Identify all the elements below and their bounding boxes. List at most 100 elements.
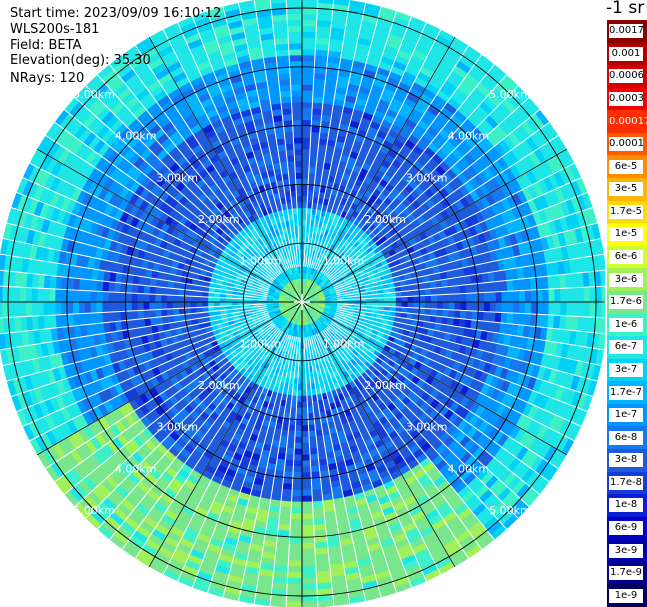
range-gate-cell — [1, 286, 9, 303]
range-gate-cell — [290, 507, 303, 514]
range-gate-cell — [500, 280, 508, 292]
range-gate-cell — [113, 301, 121, 313]
range-gate-cell — [301, 154, 310, 162]
range-gate-cell — [78, 290, 85, 303]
range-gate-cell — [301, 201, 308, 209]
range-gate-cell — [301, 131, 312, 138]
range-gate-cell — [143, 285, 151, 295]
range-gate-cell — [288, 424, 296, 432]
range-gate-cell — [519, 290, 526, 303]
range-gate-cell — [278, 518, 291, 526]
range-gate-cell — [430, 301, 438, 310]
range-gate-cell — [107, 301, 115, 313]
range-gate-cell — [301, 395, 308, 403]
range-gate-cell — [288, 548, 303, 556]
range-gate-cell — [31, 301, 38, 317]
range-gate-cell — [281, 488, 293, 496]
range-gate-cell — [301, 37, 317, 44]
range-gate-cell — [301, 454, 311, 461]
range-gate-cell — [312, 512, 325, 520]
range-gate-cell — [288, 542, 303, 550]
range-gate-cell — [601, 285, 605, 303]
range-gate-cell — [436, 301, 444, 310]
range-gate-cell — [407, 301, 414, 309]
range-gate-cell — [37, 301, 44, 317]
range-gate-cell — [113, 311, 121, 322]
range-gate-cell — [37, 287, 44, 303]
range-gate-cell — [483, 301, 491, 313]
range-gate-cell — [430, 308, 438, 317]
range-gate-cell — [125, 301, 132, 312]
range-gate-cell — [78, 278, 86, 291]
range-gate-cell — [72, 277, 80, 291]
range-gate-cell — [560, 301, 567, 317]
range-gate-cell — [310, 137, 320, 145]
range-gate-cell — [287, 560, 303, 567]
range-gate-cell — [489, 301, 497, 313]
range-gate-cell — [172, 288, 180, 296]
range-gate-cell — [296, 395, 303, 403]
range-gate-cell — [311, 494, 324, 502]
range-gate-cell — [119, 292, 127, 303]
range-gate-cell — [454, 301, 461, 311]
range-gate-cell — [279, 512, 292, 520]
range-gate-cell — [317, 0, 335, 4]
range-gate-cell — [518, 278, 526, 291]
range-gate-cell — [283, 465, 294, 473]
range-gate-cell — [289, 536, 303, 544]
range-gate-cell — [477, 292, 485, 303]
range-gate-cell — [66, 301, 74, 315]
range-gate-cell — [301, 178, 309, 185]
range-gate-cell — [301, 125, 312, 132]
range-gate-cell — [308, 436, 317, 444]
range-gate-cell — [395, 301, 403, 308]
range-gate-cell — [524, 313, 532, 327]
range-gate-cell — [154, 294, 162, 303]
range-gate-cell — [301, 472, 312, 479]
range-gate-cell — [312, 96, 324, 104]
range-gate-cell — [154, 309, 162, 318]
range-gate-cell — [465, 310, 473, 321]
range-gate-cell — [589, 286, 597, 303]
range-gate-cell — [566, 301, 573, 317]
range-gate-cell — [25, 301, 33, 317]
range-gate-cell — [295, 407, 303, 414]
range-gate-cell — [301, 589, 318, 597]
range-gate-cell — [96, 312, 104, 324]
range-gate-cell — [313, 518, 326, 526]
range-gate-cell — [301, 430, 310, 438]
range-gate-cell — [424, 288, 432, 296]
range-gate-cell — [288, 554, 303, 561]
range-gate-cell — [301, 66, 315, 74]
range-gate-cell — [0, 301, 3, 319]
range-gate-cell — [301, 113, 313, 121]
range-gate-cell — [90, 301, 97, 314]
range-gate-cell — [178, 301, 185, 309]
range-gate-cell — [311, 102, 324, 110]
range-gate-cell — [507, 290, 514, 303]
range-gate-cell — [72, 289, 80, 303]
range-gate-cell — [160, 301, 168, 310]
range-gate-cell — [78, 313, 86, 326]
range-gate-cell — [287, 436, 296, 444]
range-gate-cell — [301, 31, 317, 38]
range-gate-cell — [312, 84, 325, 92]
range-gate-cell — [293, 448, 303, 456]
range-gate-cell — [54, 288, 62, 303]
range-gate-cell — [301, 166, 310, 174]
range-gate-cell — [19, 301, 27, 317]
range-gate-cell — [312, 90, 325, 98]
range-gate-cell — [301, 25, 317, 33]
range-gate-cell — [301, 160, 310, 168]
range-gate-cell — [309, 453, 319, 461]
range-gate-cell — [542, 301, 550, 316]
range-gate-cell — [512, 312, 520, 325]
range-gate-cell — [460, 301, 467, 311]
range-gate-cell — [292, 466, 303, 473]
range-gate-cell — [166, 301, 174, 310]
range-gate-cell — [301, 477, 312, 485]
range-gate-cell — [577, 301, 585, 317]
range-gate-cell — [154, 301, 162, 310]
range-gate-cell — [277, 524, 291, 532]
